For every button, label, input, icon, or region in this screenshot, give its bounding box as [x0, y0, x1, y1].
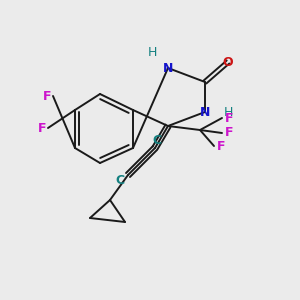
Text: O: O	[223, 56, 233, 68]
Text: C: C	[152, 134, 162, 146]
Text: F: F	[225, 112, 233, 124]
Text: F: F	[217, 140, 226, 152]
Text: F: F	[225, 127, 233, 140]
Text: H: H	[223, 106, 233, 118]
Text: F: F	[43, 89, 51, 103]
Text: C: C	[116, 173, 124, 187]
Text: N: N	[200, 106, 210, 118]
Text: H: H	[147, 46, 157, 59]
Text: N: N	[163, 61, 173, 74]
Text: F: F	[38, 122, 46, 134]
